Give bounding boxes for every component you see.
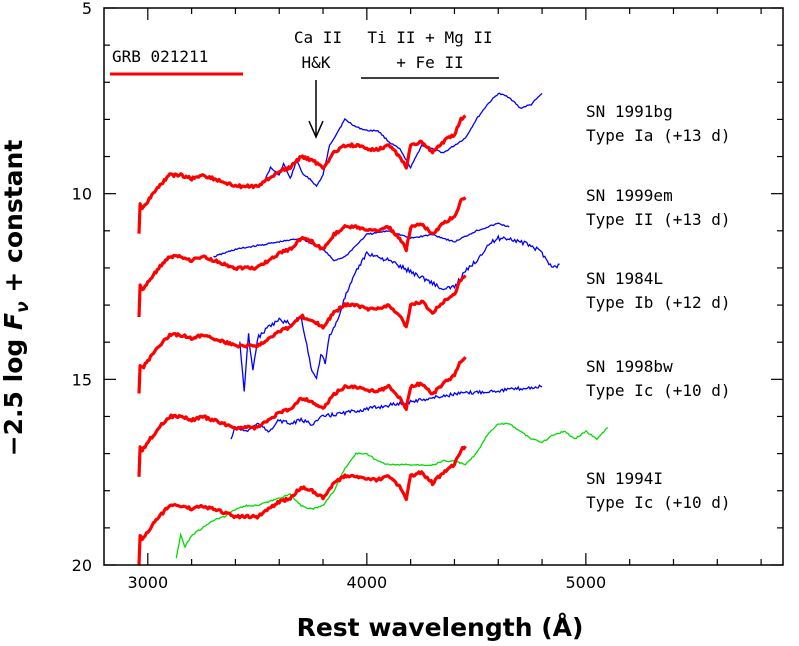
series-grb-021211: [137, 114, 467, 234]
feii-label: + Fe II: [396, 53, 463, 72]
caii-label: Ca II: [294, 28, 342, 47]
sn-type-label: Type II (+13 d): [586, 210, 731, 229]
sn-name-label: SN 1994I: [586, 469, 663, 488]
y-tick-label: 15: [72, 370, 92, 389]
caii-arrow-head: [308, 120, 324, 139]
series-sn-1999em: [213, 222, 510, 262]
series-layer: [137, 92, 609, 565]
sn-type-label: Type Ib (+12 d): [586, 293, 731, 312]
y-tick-label: 10: [72, 185, 92, 204]
y-axis-title-suffix: + constant: [0, 140, 28, 302]
y-axis-title: −2.5 log Fν + constant: [0, 140, 33, 457]
sn-labels: SN 1991bg Type Ia (+13 d) SN 1999em Type II…: [586, 102, 731, 512]
series-sn-1994i: [175, 422, 609, 559]
hk-label: H&K: [302, 53, 331, 72]
series-grb-021211: [137, 196, 467, 318]
y-axis-title-subscript: ν: [13, 301, 33, 313]
x-tick-label: 5000: [566, 573, 607, 592]
y-axis-title-prefix: −2.5 log: [0, 330, 28, 456]
y-axis-title-flux: F: [0, 313, 28, 330]
plot-frame: [103, 7, 784, 566]
x-tick-label: 4000: [346, 573, 387, 592]
series-grb-021211: [137, 356, 467, 477]
sn-name-label: SN 1999em: [586, 186, 673, 205]
ticks-layer: 3000 4000 5000 5 10 15 20: [72, 0, 783, 592]
legend-label: GRB 021211: [112, 47, 208, 66]
tii-label: Ti II + Mg II: [367, 28, 492, 47]
sn-name-label: SN 1991bg: [586, 102, 673, 121]
sn-type-label: Type Ia (+13 d): [586, 126, 731, 145]
sn-type-label: Type Ic (+10 d): [586, 493, 731, 512]
series-grb-021211: [137, 445, 467, 565]
sn-type-label: Type Ic (+10 d): [586, 381, 731, 400]
y-tick-label: 20: [72, 556, 92, 575]
x-tick-label: 3000: [127, 573, 168, 592]
x-axis-title: Rest wavelength (Å): [297, 613, 584, 642]
y-tick-label: 5: [82, 0, 92, 18]
series-sn-1991bg: [263, 92, 543, 188]
sn-name-label: SN 1984L: [586, 269, 663, 288]
series-grb-021211: [137, 274, 467, 394]
sn-name-label: SN 1998bw: [586, 357, 673, 376]
series-sn-1998bw: [230, 384, 543, 440]
